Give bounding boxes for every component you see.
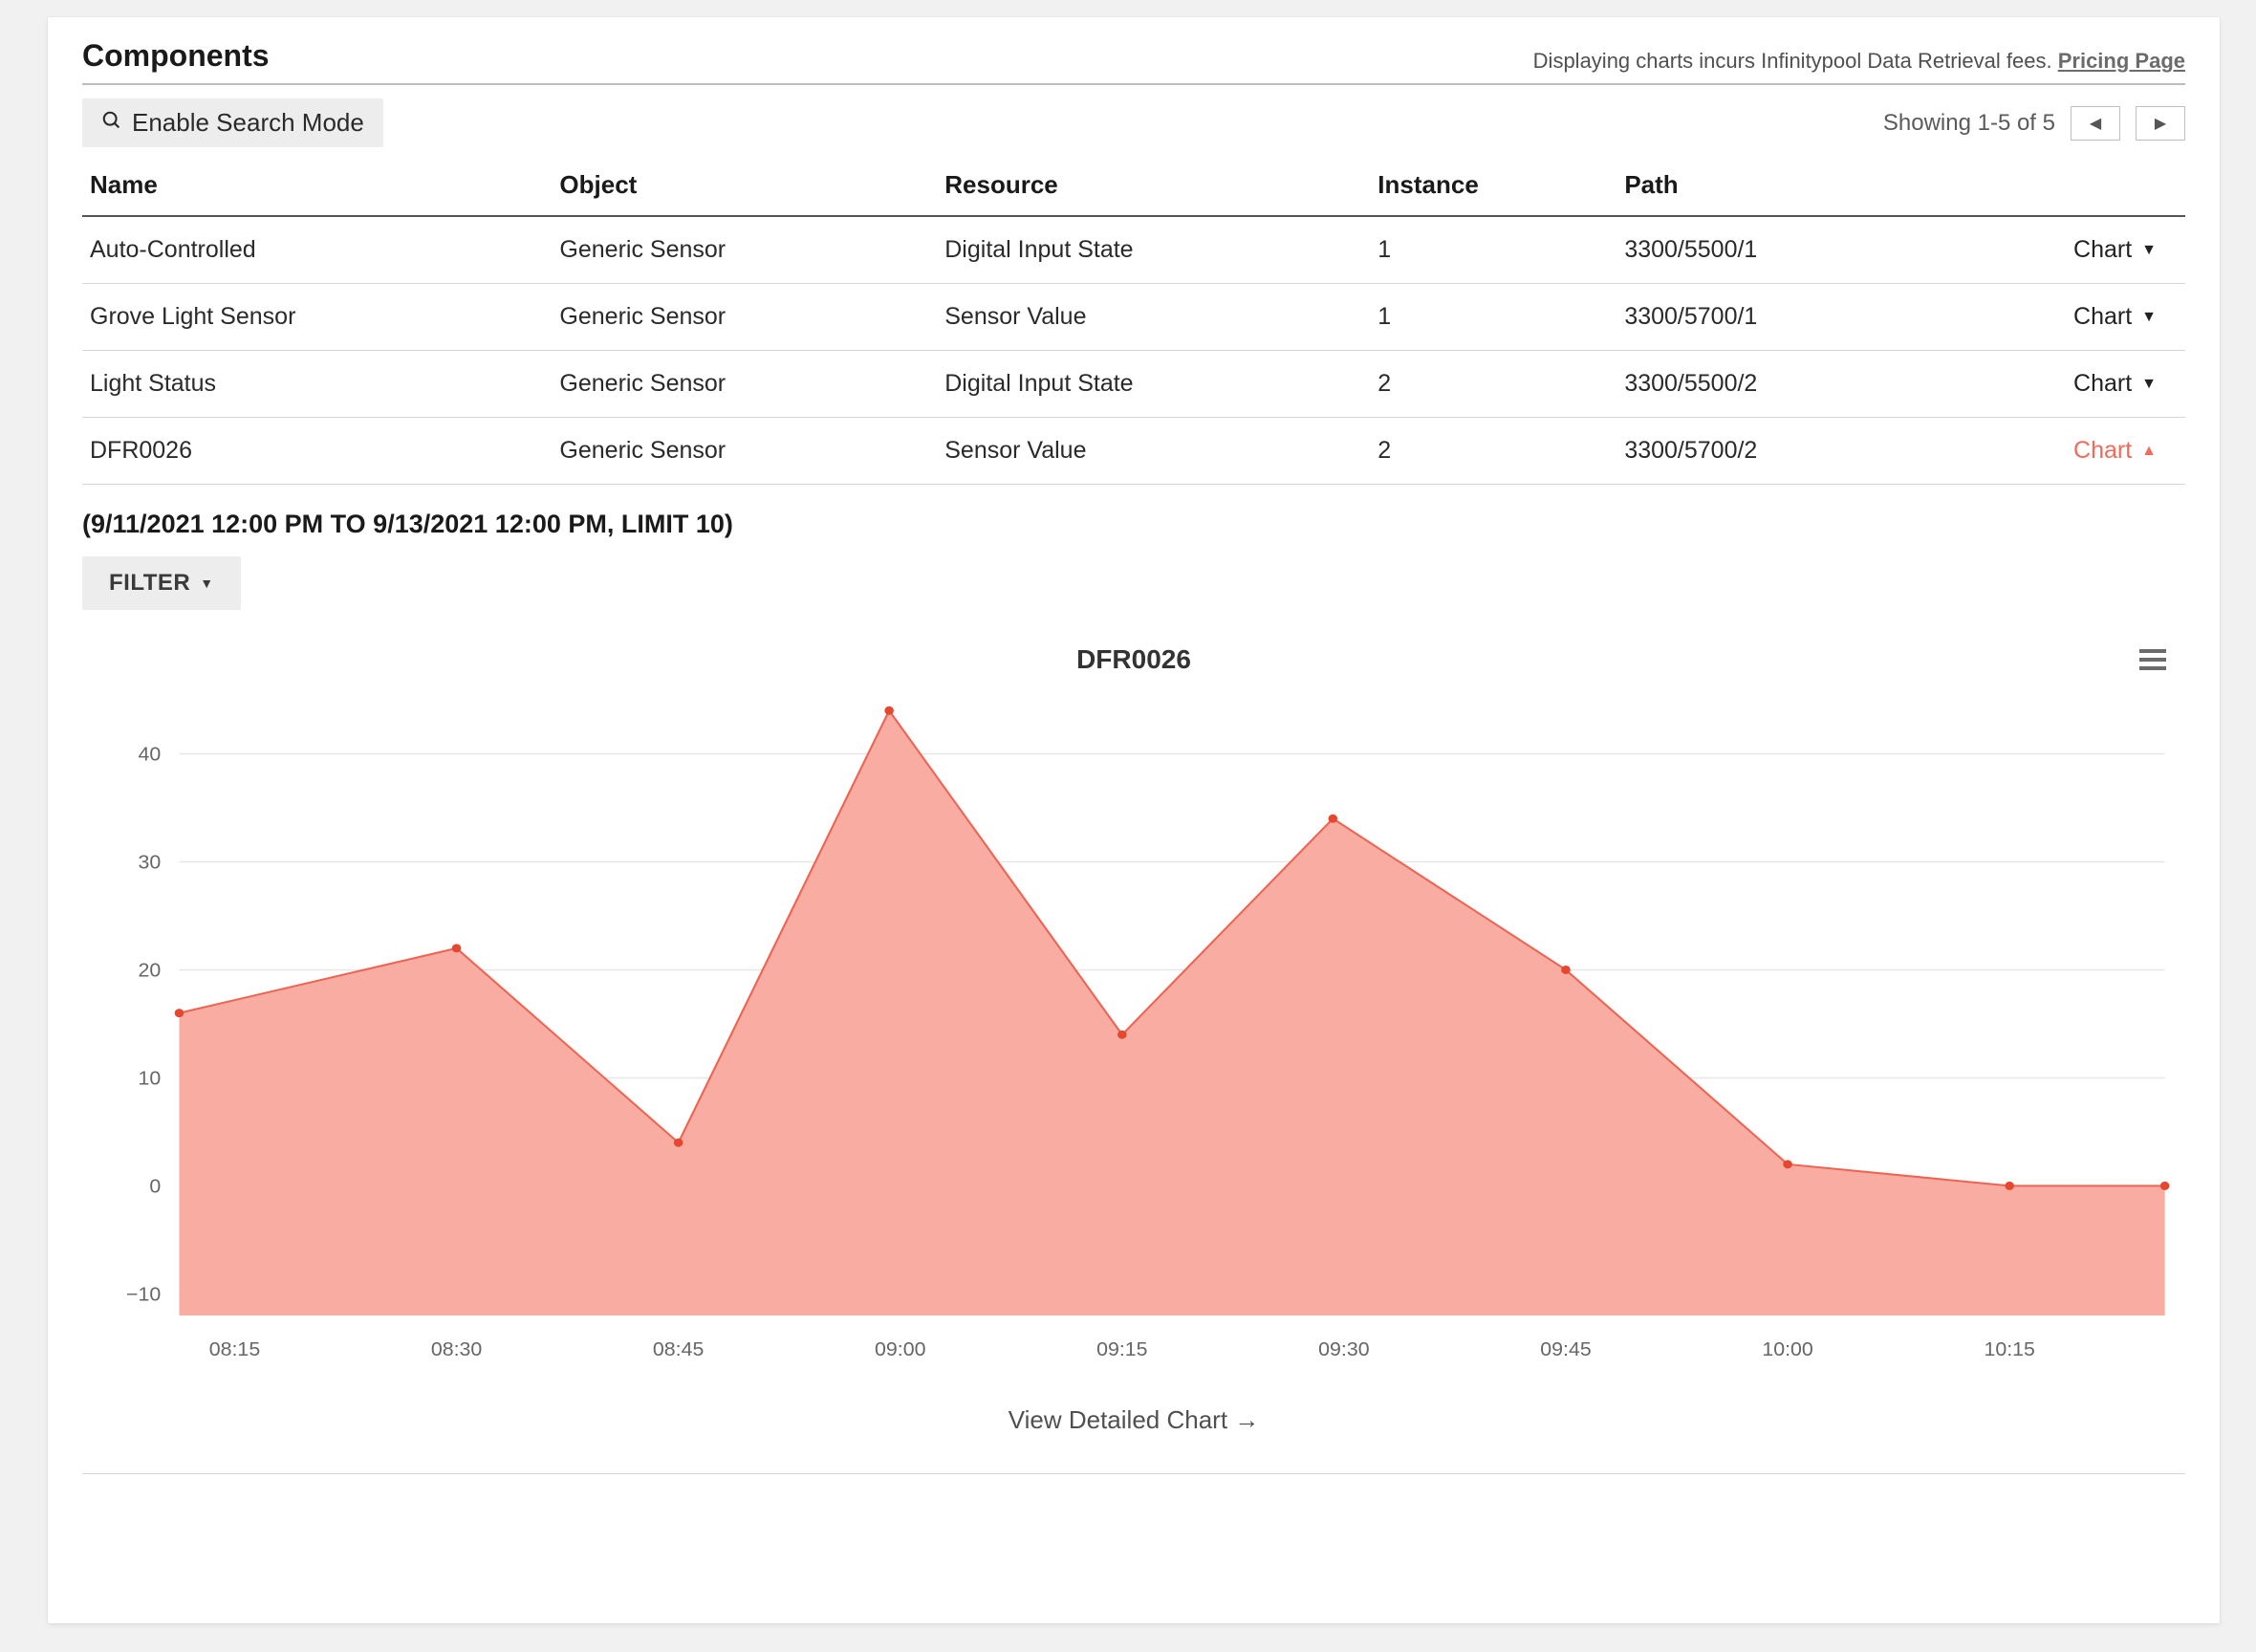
caret-down-icon: ▼ [2141, 309, 2157, 326]
svg-text:30: 30 [138, 852, 161, 873]
chart-menu-button[interactable] [2139, 648, 2166, 675]
svg-text:08:15: 08:15 [209, 1339, 260, 1360]
cell-instance: 2 [1370, 418, 1616, 485]
chart-range-label: (9/11/2021 12:00 PM TO 9/13/2021 12:00 P… [82, 510, 2185, 539]
col-name: Name [82, 153, 552, 216]
chart-toggle[interactable]: Chart ▼ [2073, 370, 2157, 398]
table-row: DFR0026Generic SensorSensor Value23300/5… [82, 418, 2185, 485]
cell-resource: Sensor Value [937, 418, 1370, 485]
table-row: Grove Light SensorGeneric SensorSensor V… [82, 284, 2185, 351]
svg-text:10:15: 10:15 [1984, 1339, 2034, 1360]
cell-object: Generic Sensor [552, 284, 937, 351]
svg-text:09:15: 09:15 [1096, 1339, 1147, 1360]
cell-path: 3300/5500/2 [1616, 351, 1931, 418]
col-instance: Instance [1370, 153, 1616, 216]
enable-search-mode-button[interactable]: Enable Search Mode [82, 98, 383, 147]
chart-toggle-label: Chart [2073, 303, 2132, 331]
table-row: Auto-ControlledGeneric SensorDigital Inp… [82, 216, 2185, 284]
chart-canvas: −10 0 10 20 30 40 08:15 08:30 08:45 09:00 09:15 09:… [82, 685, 2185, 1373]
cell-path: 3300/5700/2 [1616, 418, 1931, 485]
section-title: Components [82, 38, 270, 74]
fee-notice-text: Displaying charts incurs Infinitypool Da… [1533, 49, 2052, 73]
cell-name: DFR0026 [82, 418, 552, 485]
cell-name: Auto-Controlled [82, 216, 552, 284]
cell-resource: Digital Input State [937, 216, 1370, 284]
page-prev-button[interactable]: ◀ [2071, 106, 2120, 141]
chart-toggle-label: Chart [2073, 370, 2132, 398]
components-table: Name Object Resource Instance Path Auto-… [82, 153, 2185, 485]
caret-down-icon: ▼ [2141, 376, 2157, 393]
chart-toggle[interactable]: Chart ▼ [2073, 303, 2157, 331]
cell-resource: Digital Input State [937, 351, 1370, 418]
svg-text:08:45: 08:45 [653, 1339, 704, 1360]
svg-text:10: 10 [138, 1068, 161, 1089]
col-path: Path [1616, 153, 1931, 216]
caret-down-icon: ▼ [2141, 242, 2157, 259]
svg-text:40: 40 [138, 744, 161, 765]
table-row: Light StatusGeneric SensorDigital Input … [82, 351, 2185, 418]
cell-object: Generic Sensor [552, 216, 937, 284]
chevron-left-icon: ◀ [2090, 114, 2101, 133]
svg-text:−10: −10 [126, 1284, 161, 1305]
cell-name: Grove Light Sensor [82, 284, 552, 351]
cell-path: 3300/5500/1 [1616, 216, 1931, 284]
svg-text:09:30: 09:30 [1318, 1339, 1369, 1360]
svg-text:0: 0 [149, 1176, 161, 1197]
chart-toggle-label: Chart [2073, 437, 2132, 465]
pricing-page-link[interactable]: Pricing Page [2058, 49, 2185, 73]
chart-title: DFR0026 [1076, 644, 1191, 675]
chevron-down-icon: ▼ [200, 576, 213, 591]
chevron-right-icon: ▶ [2155, 114, 2166, 133]
page-next-button[interactable]: ▶ [2136, 106, 2185, 141]
caret-up-icon: ▲ [2141, 443, 2157, 460]
chart-toggle[interactable]: Chart ▲ [2073, 437, 2157, 465]
col-resource: Resource [937, 153, 1370, 216]
cell-instance: 2 [1370, 351, 1616, 418]
hamburger-icon [2139, 646, 2166, 676]
cell-instance: 1 [1370, 216, 1616, 284]
filter-label: FILTER [109, 570, 190, 597]
svg-text:10:00: 10:00 [1762, 1339, 1812, 1360]
svg-text:08:30: 08:30 [431, 1339, 482, 1360]
cell-object: Generic Sensor [552, 351, 937, 418]
svg-text:09:45: 09:45 [1540, 1339, 1591, 1360]
paging-text: Showing 1-5 of 5 [1883, 110, 2055, 137]
search-mode-label: Enable Search Mode [132, 108, 364, 138]
chart-toggle[interactable]: Chart ▼ [2073, 236, 2157, 264]
view-detailed-chart-link[interactable]: View Detailed Chart → [1009, 1405, 1260, 1434]
filter-button[interactable]: FILTER ▼ [82, 556, 241, 610]
fee-notice: Displaying charts incurs Infinitypool Da… [1533, 49, 2185, 74]
cell-name: Light Status [82, 351, 552, 418]
cell-instance: 1 [1370, 284, 1616, 351]
col-object: Object [552, 153, 937, 216]
chart-toggle-label: Chart [2073, 236, 2132, 264]
search-icon [101, 108, 122, 138]
cell-resource: Sensor Value [937, 284, 1370, 351]
svg-text:09:00: 09:00 [875, 1339, 925, 1360]
svg-text:20: 20 [138, 960, 161, 981]
cell-object: Generic Sensor [552, 418, 937, 485]
cell-path: 3300/5700/1 [1616, 284, 1931, 351]
